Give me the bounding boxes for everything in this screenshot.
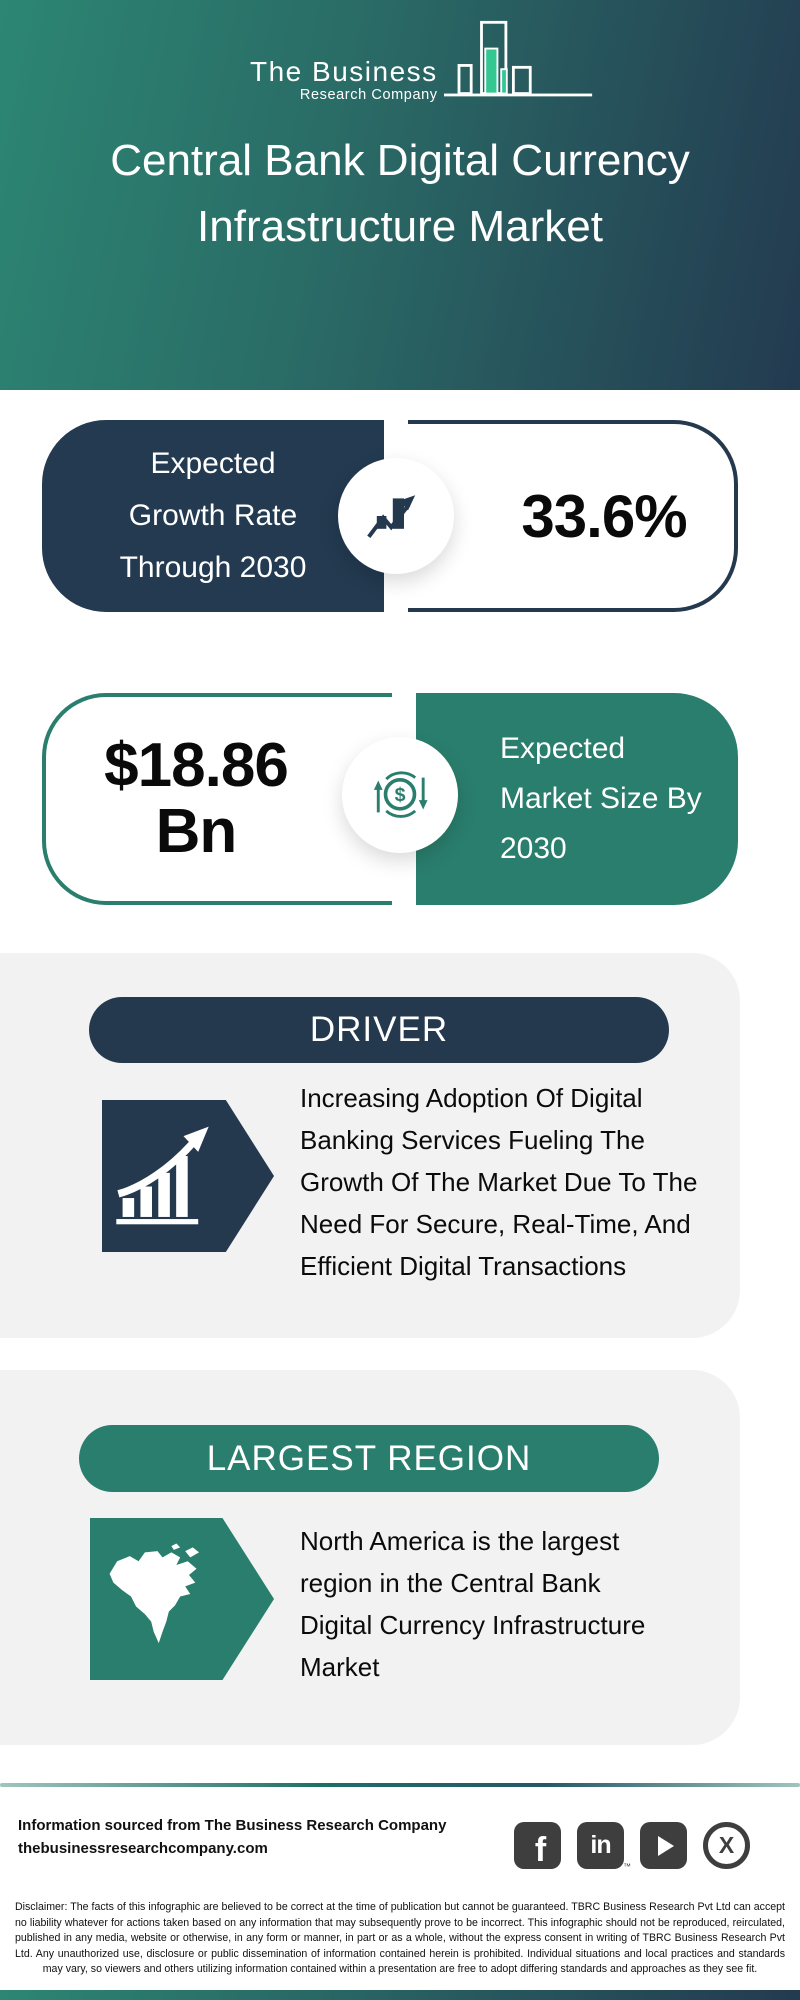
market-size-label: Expected Market Size By 2030: [500, 732, 702, 865]
growth-rate-label-panel: Expected Growth Rate Through 2030: [42, 420, 384, 612]
source-info: Information sourced from The Business Re…: [18, 1814, 446, 1860]
source-line: Information sourced from The Business Re…: [18, 1817, 447, 1834]
page-title: Central Bank Digital Currency Infrastruc…: [110, 136, 690, 251]
svg-text:$: $: [395, 784, 406, 806]
largest-region-heading-pill: LARGEST REGION: [79, 1425, 659, 1492]
youtube-icon[interactable]: [640, 1822, 687, 1869]
disclaimer-text: Disclaimer: The facts of this infographi…: [15, 1901, 785, 1976]
bar-buildings-logo-icon: [443, 10, 594, 109]
largest-region-card: LARGEST REGION North America is the larg…: [0, 1370, 740, 1745]
facebook-icon[interactable]: f: [514, 1822, 561, 1869]
driver-heading: DRIVER: [309, 1010, 449, 1049]
growth-bars-icon: [102, 1100, 274, 1252]
website-link[interactable]: thebusinessresearchcompany.com: [18, 1840, 268, 1857]
growth-rate-value: 33.6%: [521, 482, 687, 550]
market-size-value-panel: $18.86 Bn: [42, 693, 392, 905]
growth-chart-icon: [338, 458, 454, 574]
growth-rate-value-panel: 33.6%: [408, 420, 738, 612]
company-name: The Business: [250, 56, 438, 87]
driver-card: DRIVER Increasing Adoption Of Digital Ba…: [0, 953, 740, 1338]
header-banner: The Business Research Company Central Ba…: [0, 0, 800, 390]
linkedin-icon[interactable]: in ™: [577, 1822, 631, 1871]
footer-divider: [0, 1783, 800, 1787]
company-logo: The Business Research Company: [250, 10, 594, 109]
market-size-value: $18.86 Bn: [104, 733, 334, 865]
social-links: f in ™ X: [514, 1822, 750, 1871]
market-size-unit: Bn: [155, 797, 238, 866]
market-size-amount: $18.86: [104, 731, 289, 800]
driver-text: Increasing Adoption Of Digital Banking S…: [300, 1083, 698, 1281]
x-icon[interactable]: X: [703, 1822, 750, 1869]
bottom-accent-bar: [0, 1990, 800, 2000]
largest-region-text: North America is the largest region in t…: [300, 1526, 646, 1682]
growth-rate-label: Expected Growth Rate Through 2030: [119, 447, 307, 584]
market-size-label-panel: Expected Market Size By 2030: [416, 693, 738, 905]
largest-region-heading: LARGEST REGION: [206, 1438, 532, 1478]
north-america-map-icon: [90, 1518, 274, 1680]
company-tagline: Research Company: [299, 87, 438, 103]
currency-exchange-icon: $: [342, 737, 458, 853]
driver-heading-pill: DRIVER: [89, 997, 669, 1063]
company-logo-text: The Business Research Company: [250, 57, 438, 109]
